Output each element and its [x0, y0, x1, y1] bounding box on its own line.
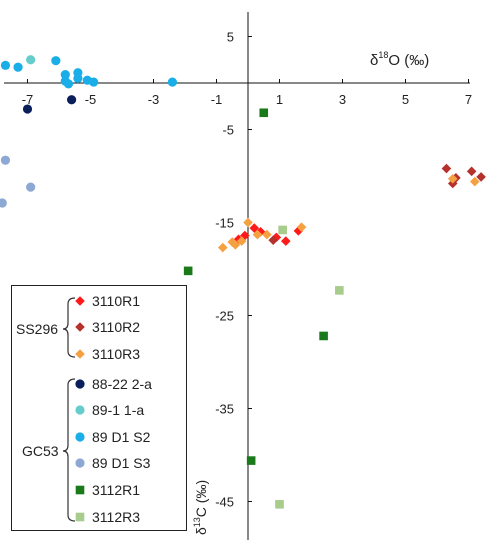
series-3112r3 [275, 225, 344, 509]
data-point [278, 225, 287, 235]
data-point [22, 104, 33, 114]
data-point [73, 73, 83, 83]
series-89-d1-s2 [0, 56, 177, 89]
y-tick-label: -5 [222, 123, 234, 138]
data-point [476, 172, 486, 182]
legend-label: 3110R2 [92, 319, 140, 335]
data-point [60, 70, 70, 80]
data-point [335, 286, 344, 295]
data-point [0, 198, 7, 208]
data-point [293, 226, 304, 236]
data-point [0, 155, 11, 165]
legend-marker [75, 322, 85, 332]
y-tick-label: -35 [215, 402, 234, 417]
data-point [51, 56, 61, 66]
legend-label: 89 D1 S2 [92, 429, 151, 445]
data-point [296, 222, 307, 232]
series-88-22-2-a [22, 95, 77, 114]
legend-marker [75, 379, 85, 389]
svg-text:δ13C (‰): δ13C (‰) [192, 480, 209, 535]
x-tick-label: -3 [148, 92, 160, 107]
data-point [466, 166, 477, 177]
data-point [63, 79, 74, 89]
data-point [89, 77, 99, 87]
x-tick-label: 1 [276, 92, 283, 107]
legend-marker [75, 432, 85, 442]
data-point [447, 173, 458, 184]
x-tick-label: 3 [339, 92, 346, 107]
data-point [243, 217, 253, 228]
group-brace [62, 297, 76, 358]
series-3112r1 [183, 108, 328, 465]
legend-label: 3112R3 [92, 509, 140, 525]
data-point [236, 236, 247, 246]
legend-label: 89-1 1-a [92, 402, 144, 418]
data-point [319, 331, 328, 341]
y-tick-label: -25 [215, 309, 234, 324]
legend-marker [75, 296, 85, 306]
data-point [470, 176, 480, 187]
data-point [246, 456, 256, 465]
x-axis-title: δ18O (‰) [370, 50, 429, 69]
data-point [67, 95, 77, 105]
legend-box [11, 285, 187, 531]
data-point [218, 242, 228, 253]
data-point [262, 229, 272, 240]
legend-label: 89 D1 S3 [92, 455, 151, 471]
y-tick-label: 5 [227, 30, 234, 45]
data-point [26, 55, 36, 65]
y-axis-title: δ13C (‰) [192, 480, 209, 535]
x-tick-label: 7 [465, 92, 472, 107]
series-3110r1 [233, 223, 304, 246]
y-tick-label: -45 [215, 495, 234, 510]
x-tick-label: 5 [402, 92, 409, 107]
data-point [230, 240, 241, 250]
legend-marker [75, 485, 85, 495]
data-point [271, 232, 282, 243]
data-point [13, 62, 23, 72]
legend-label: 3110R1 [92, 293, 140, 309]
data-point [259, 108, 269, 118]
legend-label: 88-22 2-a [92, 376, 152, 392]
data-point [249, 223, 260, 233]
x-tick-label: -7 [22, 92, 34, 107]
x-tick-label: -5 [85, 92, 97, 107]
legend-marker [75, 349, 85, 359]
data-point [252, 229, 263, 240]
series-89-d1-s3 [0, 155, 36, 208]
data-point [233, 234, 244, 245]
legend-marker [75, 458, 85, 468]
data-point [183, 266, 193, 276]
legend-marker [75, 512, 85, 522]
legend: 3110R1 3110R2 3110R3 88-22 2-a 89-1 1-a 89 D1… [11, 285, 187, 531]
group-label: GC53 [22, 443, 59, 459]
group-brace [62, 378, 76, 522]
data-point [441, 163, 452, 174]
series-3110r3 [218, 173, 480, 253]
series-89-1-1-a [26, 55, 36, 65]
legend-label: 3110R3 [92, 346, 140, 362]
data-point [268, 235, 278, 245]
x-tick-label: -1 [211, 92, 223, 107]
legend-label: 3112R1 [92, 482, 140, 498]
data-point [0, 60, 11, 70]
group-label: SS296 [16, 321, 58, 337]
data-points [0, 55, 486, 509]
data-point [281, 236, 291, 246]
legend-marker [75, 405, 85, 415]
data-point [240, 230, 250, 241]
data-point [167, 77, 177, 87]
data-point [275, 499, 284, 509]
y-tick-label: -15 [215, 216, 234, 231]
data-point [26, 182, 36, 192]
